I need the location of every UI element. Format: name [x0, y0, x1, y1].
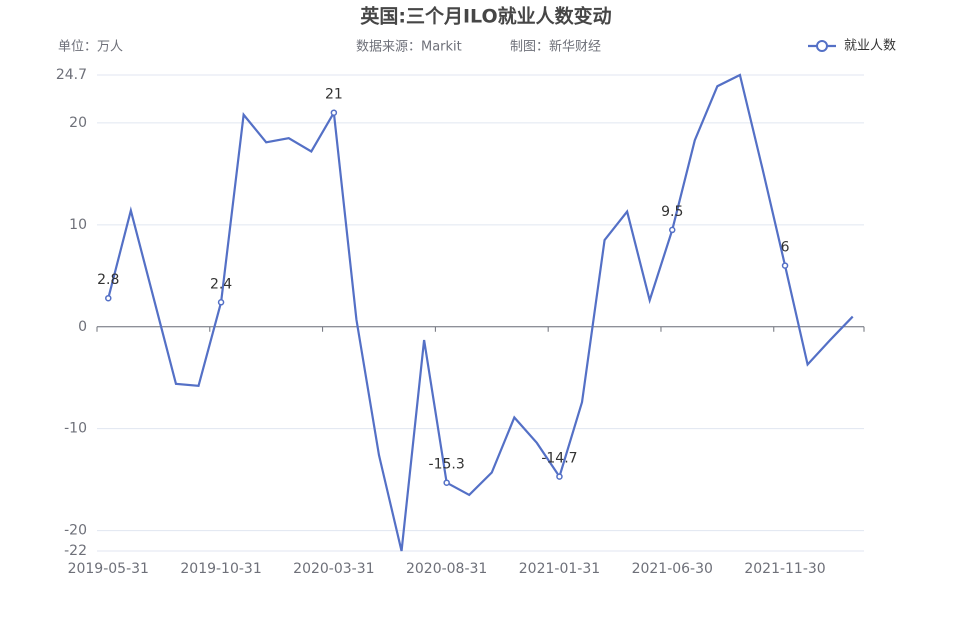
x-tick-label: 2019-05-31 [68, 561, 149, 577]
legend-marker [816, 40, 828, 52]
data-label: 6 [781, 240, 790, 256]
data-label: 21 [325, 87, 343, 103]
y-tick-label: 20 [69, 115, 87, 131]
y-tick-label: 10 [69, 217, 87, 233]
point-marker [669, 226, 676, 234]
x-tick-label: 2019-10-31 [180, 561, 261, 577]
data-label: -15.3 [429, 457, 465, 473]
point-marker [330, 109, 338, 116]
y-tick-label: 24.7 [56, 67, 87, 83]
chart-title: 英国:三个月ILO就业人数变动 [360, 5, 611, 28]
y-tick-label: -10 [64, 421, 87, 437]
credit-note: 制图：新华财经 [510, 39, 601, 55]
y-tick-label: -22 [64, 543, 87, 559]
data-label: 2.8 [97, 272, 119, 288]
point-marker [217, 299, 225, 306]
data-label: 9.5 [661, 204, 683, 220]
x-tick-label: 2020-03-31 [293, 561, 374, 577]
point-marker [781, 262, 789, 269]
data-label: -14.7 [541, 451, 577, 467]
line-series [107, 73, 854, 552]
data-label: 2.4 [210, 276, 232, 292]
legend-label: 就业人数 [844, 39, 896, 54]
point-marker [105, 294, 112, 302]
point-marker [443, 479, 450, 486]
x-tick-label: 2021-01-31 [519, 561, 600, 577]
unit-note: 单位：万人 [58, 40, 123, 55]
x-tick-label: 2021-06-30 [632, 561, 713, 577]
y-tick-label: 0 [78, 319, 87, 335]
y-tick-label: -20 [64, 523, 87, 539]
point-marker [556, 473, 563, 480]
source-note: 数据来源：Markit [356, 40, 462, 55]
x-tick-label: 2021-11-30 [744, 561, 825, 577]
x-tick-label: 2020-08-31 [406, 561, 487, 577]
